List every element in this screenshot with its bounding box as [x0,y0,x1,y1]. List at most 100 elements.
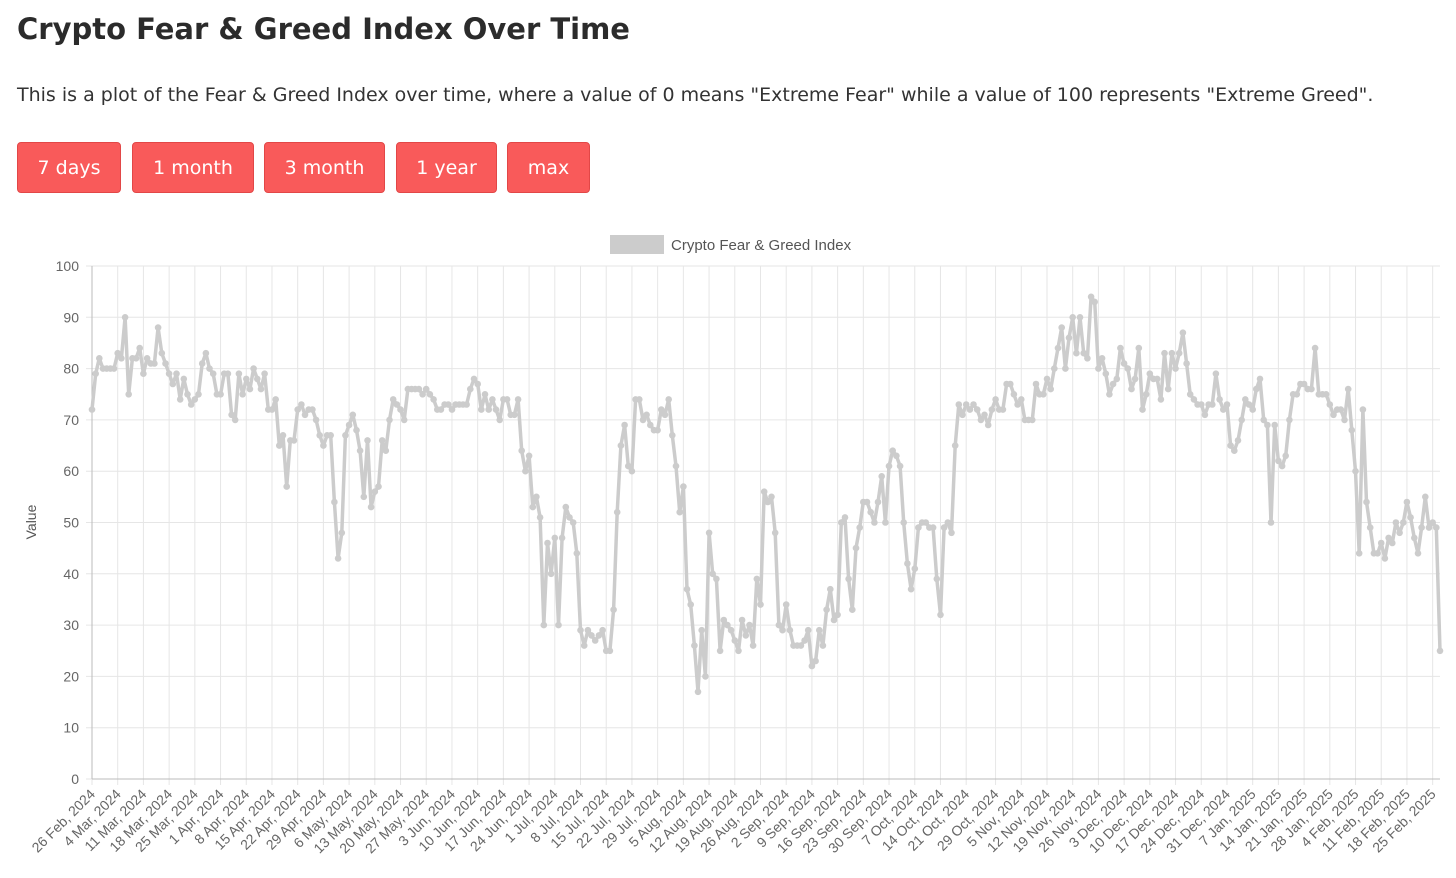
data-point [1091,298,1098,306]
data-point [1407,514,1414,521]
range-1-month-button[interactable]: 1 month [132,142,254,193]
data-point [801,637,808,644]
data-point [533,493,540,501]
data-point [1139,406,1146,413]
range-3-month-button[interactable]: 3 month [264,142,385,193]
range-max-button[interactable]: max [507,142,590,193]
data-point [261,370,268,377]
y-tick-label: 10 [63,720,79,736]
data-point [136,344,143,352]
data-point [353,426,360,434]
y-tick-label: 0 [71,771,79,787]
data-point [334,555,342,562]
data-point [209,370,217,377]
data-point [973,406,981,413]
data-point [610,606,617,613]
data-point [511,411,518,419]
data-point [529,503,537,511]
data-point [1223,401,1231,408]
data-point [250,365,257,372]
data-point [716,647,724,655]
data-point [981,411,988,419]
data-point [621,421,628,429]
data-point [580,642,588,649]
data-point [1278,462,1286,470]
data-point [588,632,595,639]
data-point [694,688,702,696]
y-tick-label: 80 [63,361,79,377]
data-point [1106,391,1113,398]
data-point [808,662,816,670]
data-point [643,411,650,419]
data-point [1227,442,1234,449]
data-point [955,401,963,408]
data-point [1047,385,1054,393]
data-point [551,534,559,542]
data-point [569,519,577,526]
data-point [665,396,672,403]
range-7-days-button[interactable]: 7 days [17,142,121,193]
data-point [970,401,977,408]
data-point [1190,396,1198,403]
data-point [1135,344,1143,352]
data-point [933,575,941,583]
data-point [1179,329,1187,336]
data-point [599,626,606,634]
data-point [445,401,452,408]
data-point [757,601,764,608]
data-point [1032,380,1040,388]
data-point [1142,391,1150,398]
data-point [1355,550,1363,557]
data-point [386,416,393,424]
data-point [1403,498,1411,506]
data-point [779,626,786,634]
y-tick-label: 100 [56,258,80,274]
data-point [544,539,551,547]
data-point [562,503,570,511]
data-point [940,524,948,531]
data-point [1212,370,1220,377]
data-point [338,529,346,537]
data-point [893,452,900,460]
chart-legend[interactable]: Crypto Fear & Greed Index [610,235,852,254]
data-point [467,385,474,393]
data-point [522,467,529,475]
data-point [114,349,121,357]
data-point [1275,457,1282,465]
data-point [1348,426,1356,434]
data-point [371,488,379,496]
data-point [746,621,753,629]
data-point [96,355,103,362]
data-point [342,432,349,439]
data-point [246,385,254,393]
data-point [816,626,823,634]
data-point [713,575,720,583]
data-point [944,519,952,526]
y-axis-ticks: 0 10 20 30 40 50 60 70 80 90 100 [56,258,80,787]
data-point [331,498,338,506]
data-point [1146,370,1154,377]
data-point [1109,380,1117,388]
data-point [514,396,522,403]
data-point [360,493,368,501]
data-point [437,406,445,413]
data-point [257,385,265,393]
data-point [687,601,694,608]
data-point [422,385,430,393]
data-point [206,365,213,372]
data-point [647,421,654,429]
data-point [639,416,647,424]
data-point [1175,349,1183,357]
data-point [1366,524,1374,531]
data-point [786,626,794,634]
data-point [316,432,324,439]
data-point [419,391,426,398]
data-point [959,411,966,419]
data-point [1131,375,1139,383]
data-point [636,396,643,403]
data-point [474,380,482,388]
range-1-year-button[interactable]: 1 year [396,142,497,193]
data-point [1308,385,1315,393]
data-point [1065,334,1073,342]
data-point [882,519,889,526]
